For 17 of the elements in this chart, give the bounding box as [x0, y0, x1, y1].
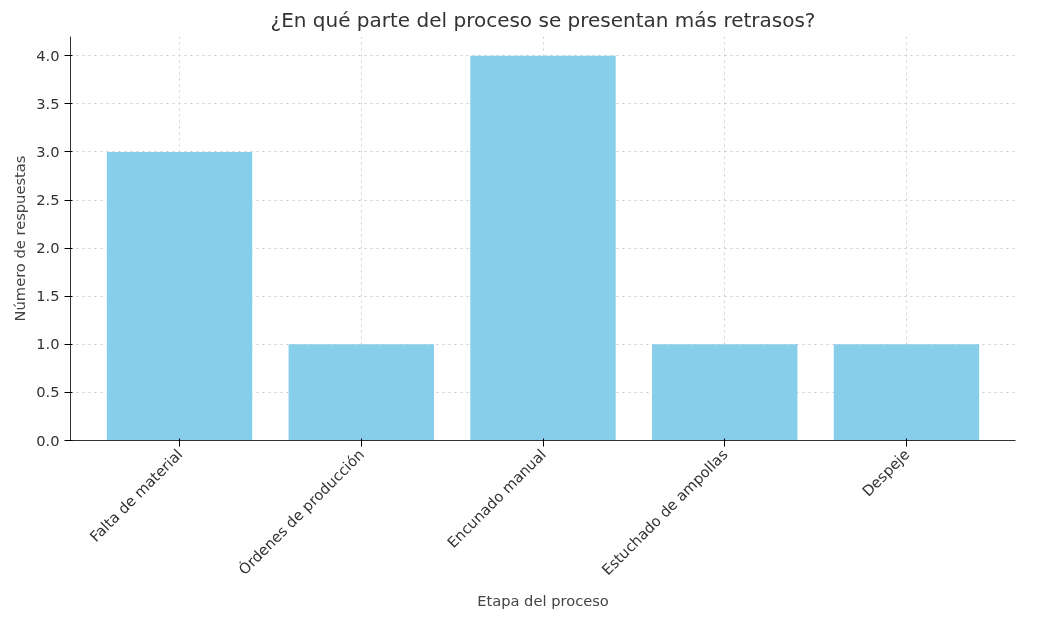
- y-tick-label: 1.5: [36, 287, 60, 305]
- bar: [833, 344, 980, 441]
- y-tick-label: 1.0: [36, 335, 60, 353]
- bar: [470, 55, 616, 441]
- y-axis-title: Número de respuestas: [11, 155, 29, 322]
- y-tick-label: 2.5: [36, 191, 60, 209]
- chart-title: ¿En qué parte del proceso se presentan más retrasos?: [270, 7, 816, 32]
- y-tick-label: 2.0: [36, 239, 60, 257]
- bar: [106, 151, 253, 441]
- bar: [652, 344, 798, 441]
- bar: [288, 344, 434, 441]
- x-axis-title: Etapa del proceso: [477, 592, 609, 610]
- y-tick-label: 4.0: [36, 46, 60, 64]
- y-tick-label: 3.0: [36, 142, 60, 160]
- y-tick-label: 3.5: [36, 94, 60, 112]
- y-tick-label: 0.5: [36, 383, 60, 401]
- y-tick-label: 0.0: [36, 431, 60, 449]
